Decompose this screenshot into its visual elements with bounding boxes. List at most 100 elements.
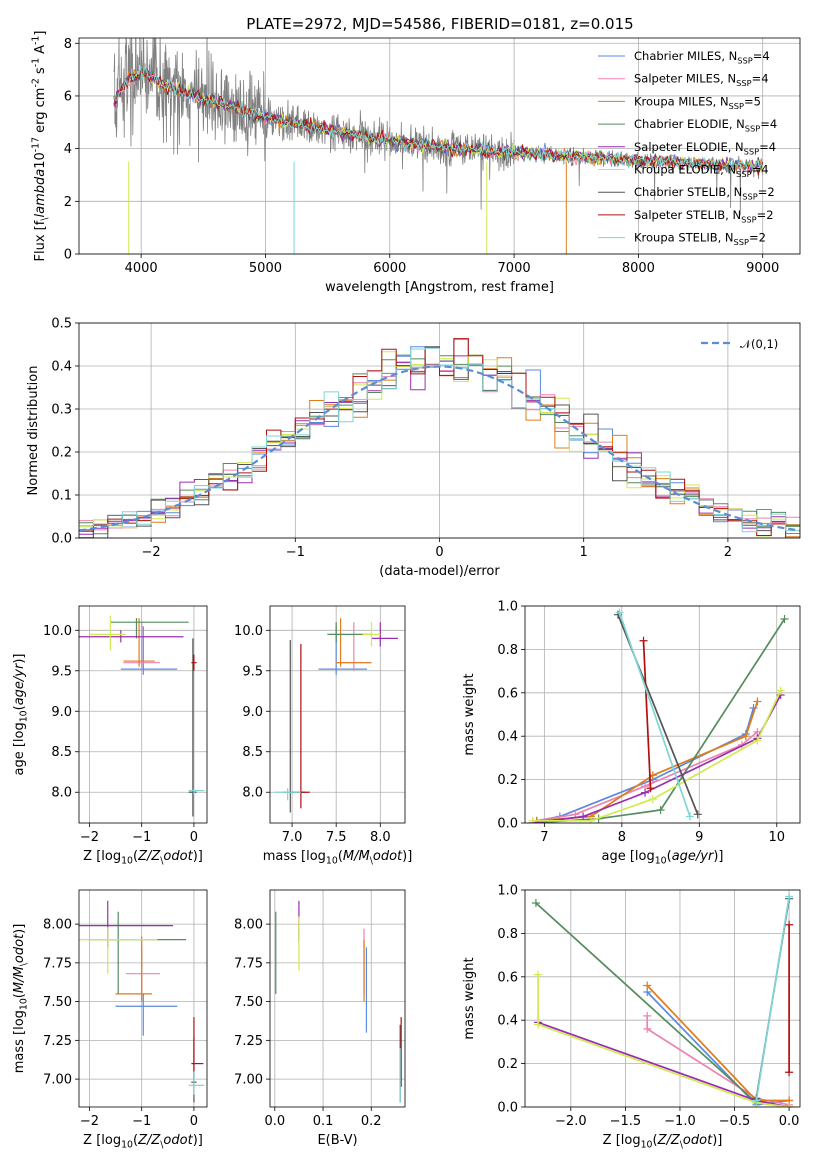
y-axis-label: mass [log10(M/M\odot)] [12,924,30,1074]
y-tick-label: 7.00 [43,1073,72,1088]
y-tick-label: 8.00 [234,918,263,933]
weight-marker [643,1011,652,1020]
x-tick-label: −1 [132,1114,151,1129]
x-tick-label: 0.1 [313,1114,334,1129]
error-bar-point [188,788,205,795]
y-tick-label: 0 [64,248,72,263]
y-tick-label: 0.8 [497,643,518,658]
y-tick-label: 10.0 [43,624,72,639]
y-tick-label: 0.4 [497,1014,518,1029]
x-tick-label: 7.0 [282,830,303,845]
x-tick-label: 7000 [498,261,531,276]
x-tick-label: −1 [286,545,305,560]
y-tick-label: 8.00 [43,918,72,933]
weight-marker [693,810,702,819]
error-bar-point [362,622,381,647]
y-tick-label: 0.2 [497,773,518,788]
x-tick-label: −1.5 [610,1114,642,1129]
weight-marker [643,981,652,990]
weight-marker [586,816,595,823]
weight-marker [643,1024,652,1033]
y-tick-label: 7.50 [43,995,72,1010]
weight-series [639,636,655,793]
y-tick-label: 0.0 [51,532,72,547]
legend-label: Salpeter ELODIE, NSSP=4 [634,140,776,157]
axes-frame [524,605,801,824]
grid [270,606,405,823]
error-bar-point [120,626,178,675]
y-tick-label: 10.0 [234,624,263,639]
axes-frame [78,37,801,255]
y-tick-label: 9.5 [51,664,72,679]
grid [79,606,207,823]
y-tick-label: 8.0 [51,786,72,801]
weight-series [615,608,694,821]
x-tick-label: −2 [80,1114,99,1129]
x-tick-label: 8 [618,830,626,845]
y-tick-label: 0.6 [497,686,518,701]
error-bar-point [115,993,178,1036]
y-tick-label: 0.4 [51,360,72,375]
x-tick-label: 0.2 [361,1114,382,1129]
x-tick-label: −0.5 [719,1114,751,1129]
z-mass-chart: −2 −1 0 7.00 7.25 7.50 7.75 8.00 Z [log10(Z/Z\od… [12,889,208,1151]
weight-marker [753,736,762,745]
weight-line [646,1015,790,1106]
weight-marker [785,892,794,901]
error-bar-point [79,927,158,974]
y-tick-label: 0.3 [51,403,72,418]
plot-area [275,900,402,1103]
weight-line [642,640,652,789]
y-axis-label: mass weight [462,957,477,1039]
x-axis-label: wavelength [Angstrom, rest frame] [325,280,554,295]
weight-line [755,896,790,1101]
error-bar-point [115,936,153,1002]
axes-frame [269,605,406,824]
legend-label: Salpeter STELIB, NSSP=2 [634,208,774,225]
weight-marker [534,970,543,979]
axes-frame [524,889,801,1108]
y-tick-label: 8 [64,37,72,52]
error-bar-point [110,618,189,639]
y-tick-label: 0.0 [497,817,518,832]
weight-marker [528,816,537,823]
y-tick-label: 1.0 [497,600,518,615]
x-tick-label: 0 [435,545,443,560]
y-tick-label: 6 [64,89,72,104]
mass-age-chart: 7.0 7.5 8.0 8.0 8.5 9.0 9.5 10.0 mass [log10(M/M… [234,605,412,867]
error-bar-point [274,788,301,801]
error-bar-point [89,615,127,651]
normal-curve [79,365,800,532]
y-tick-label: 7.25 [43,1034,72,1049]
x-tick-label: 0 [190,1114,198,1129]
x-tick-label: 7 [540,830,548,845]
x-tick-label: −1.0 [664,1114,696,1129]
axes-decor: −2 −1 0 1 2 0.0 0.1 0.2 0.3 0.4 0.5 (data-model)/er… [26,317,801,579]
y-tick-label: 8.0 [242,786,263,801]
plot-area [79,615,205,817]
legend-label: Salpeter MILES, NSSP=4 [634,72,769,89]
plot-area [79,338,800,538]
weight-marker [646,784,655,793]
x-tick-label: 2 [724,545,732,560]
error-bar-point [123,622,160,671]
axes-frame [78,889,208,1108]
weight-marker [776,686,785,695]
y-tick-label: 4 [64,142,72,157]
error-bar-point [79,630,184,643]
y-tick-label: 0.5 [51,317,72,332]
plot-area [528,608,789,823]
y-tick-label: 7.75 [43,956,72,971]
plot-area [113,38,764,254]
x-tick-label: −1 [132,830,151,845]
weight-series [528,686,785,823]
x-axis-label: E(B-V) [317,1133,357,1148]
error-bar-point [336,618,372,667]
weight-marker [752,1096,761,1105]
plot-area [274,618,398,813]
weight-marker [641,788,650,797]
axes-frame [78,605,208,824]
weight-marker [785,1068,794,1077]
y-tick-label: 8.5 [51,745,72,760]
